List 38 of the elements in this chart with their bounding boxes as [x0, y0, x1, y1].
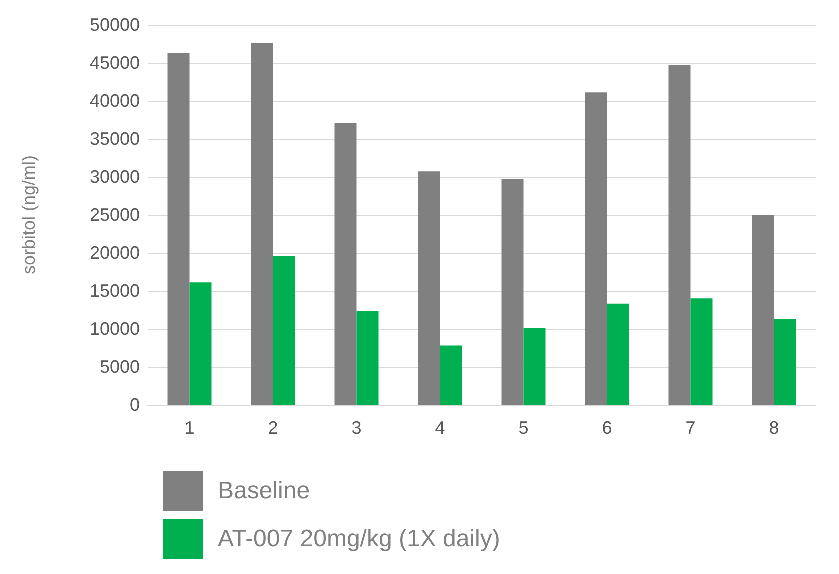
y-tick-label: 15000 [90, 281, 140, 301]
bar [774, 319, 796, 405]
bar [502, 179, 524, 405]
y-tick-label: 45000 [90, 53, 140, 73]
bar [168, 53, 190, 405]
x-tick-label: 1 [184, 418, 195, 438]
bar [524, 328, 546, 405]
x-tick-label: 5 [518, 418, 529, 438]
y-tick-label: 30000 [90, 167, 140, 187]
x-tick-label: 3 [352, 418, 362, 438]
bar [356, 312, 379, 405]
bar [668, 65, 691, 405]
legend-label: Baseline [218, 478, 310, 504]
y-tick-label: 0 [130, 395, 140, 415]
bar [607, 304, 630, 405]
y-tick-label: 40000 [90, 91, 140, 111]
bar [418, 172, 440, 405]
bar [752, 215, 774, 405]
y-tick-label: 5000 [100, 357, 140, 377]
y-tick-label: 50000 [90, 15, 140, 35]
bar [334, 123, 357, 405]
y-tick-label: 20000 [90, 243, 140, 263]
bar [690, 298, 713, 405]
legend-label: AT-007 20mg/kg (1X daily) [218, 526, 500, 552]
bar [251, 43, 274, 405]
x-tick-label: 6 [602, 418, 612, 438]
bar [273, 256, 296, 405]
x-tick-label: 7 [686, 418, 696, 438]
y-tick-label: 10000 [90, 319, 140, 339]
x-tick-label: 8 [769, 418, 780, 438]
y-axis-title: sorbitol (ng/ml) [19, 155, 39, 275]
y-tick-label: 35000 [90, 129, 140, 149]
x-tick-label: 4 [435, 418, 446, 438]
bar [440, 346, 462, 405]
x-tick-label: 2 [268, 418, 278, 438]
y-tick-label: 25000 [90, 205, 140, 225]
bar [190, 282, 212, 405]
bar [585, 92, 608, 405]
